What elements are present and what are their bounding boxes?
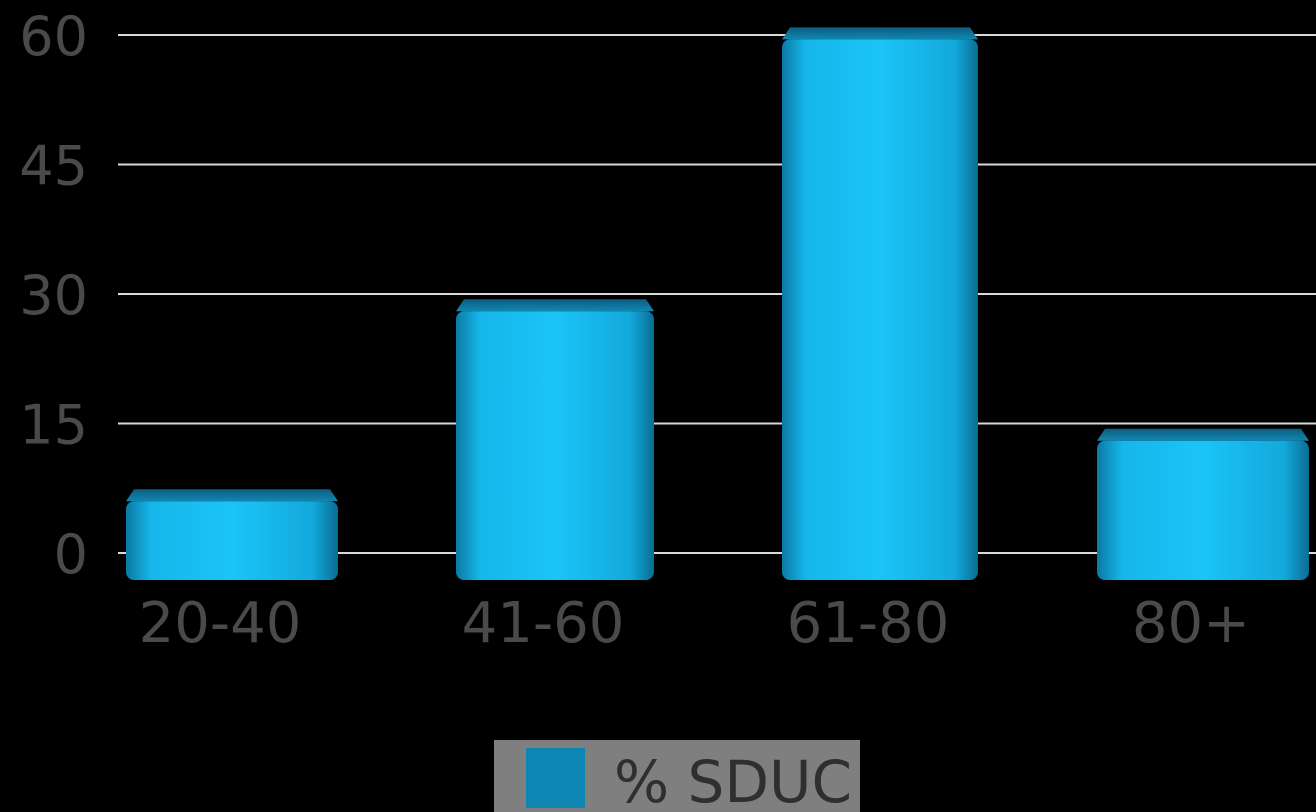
x-tick-label: 41-60 [462,591,625,656]
x-tick-label: 61-80 [787,591,950,656]
bar-top-face [782,27,978,40]
bar-front-face [456,311,654,580]
bar-top-face [456,299,654,312]
bar-20-40 [126,489,338,580]
y-tick-label: 45 [19,135,88,198]
y-tick-label: 60 [19,5,88,68]
bar-front-face [1097,440,1309,580]
bar-front-face [782,39,978,581]
bar-80+ [1097,428,1309,580]
x-axis: 20-40 41-60 61-80 80+ [139,591,1250,656]
bars [126,27,1309,581]
x-tick-label: 20-40 [139,591,302,656]
legend-label: % SDUC [614,748,852,812]
bar-41-60 [456,299,654,580]
y-tick-label: 0 [54,523,88,586]
x-tick-label: 80+ [1132,591,1250,656]
y-tick-label: 15 [19,394,88,457]
bar-top-face [126,489,338,502]
legend-swatch [526,748,585,808]
y-tick-label: 30 [19,264,88,327]
legend: % SDUC [494,740,860,812]
bar-top-face [1097,428,1309,441]
bar-front-face [126,501,338,580]
bar-61-80 [782,27,978,581]
y-axis: 0 15 30 45 60 [19,5,88,586]
